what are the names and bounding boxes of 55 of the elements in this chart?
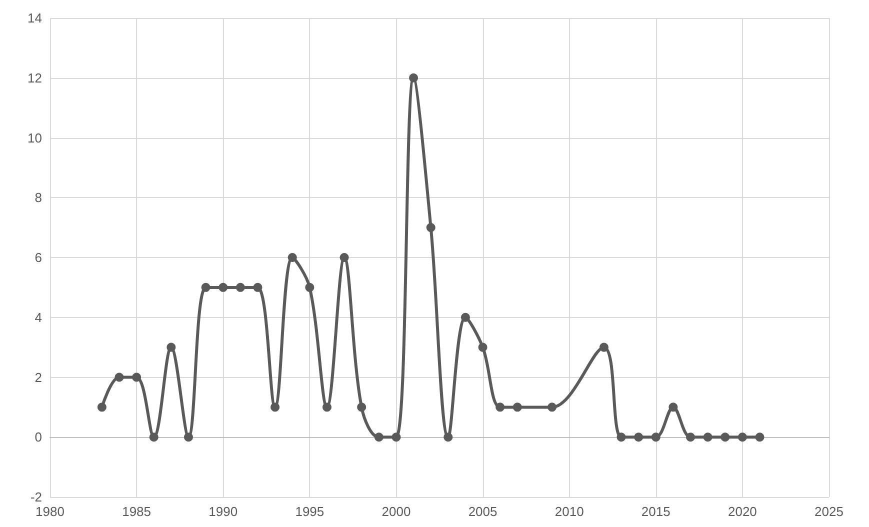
- point: [409, 73, 418, 82]
- x-tick-label: 1985: [122, 504, 152, 519]
- point: [634, 432, 644, 442]
- point: [512, 402, 522, 412]
- y-tick-label: 4: [34, 310, 42, 325]
- point: [444, 432, 453, 442]
- y-tick-label: 2: [34, 370, 42, 385]
- point: [288, 253, 297, 262]
- y-tick-label: 0: [34, 430, 42, 445]
- x-tick-label: 2000: [382, 504, 411, 519]
- x-tick-label: 2005: [468, 504, 498, 519]
- x-tick-label: 1995: [295, 504, 324, 519]
- point: [305, 282, 314, 292]
- point: [460, 312, 470, 322]
- point: [496, 402, 505, 412]
- point: [703, 432, 712, 442]
- x-tick-label: 2025: [814, 504, 844, 519]
- point: [149, 432, 158, 442]
- x-tick-label: 2015: [641, 504, 670, 519]
- point: [755, 432, 764, 442]
- point: [253, 282, 262, 292]
- y-tick-label: 12: [28, 70, 42, 86]
- y-tick-label: 14: [28, 10, 42, 26]
- point: [270, 402, 280, 412]
- y-tick-label: 10: [28, 130, 42, 146]
- point: [201, 282, 210, 292]
- x-tick-label: 1990: [208, 504, 238, 519]
- point: [374, 432, 384, 442]
- x-tick-label: 1980: [36, 504, 64, 519]
- y-tick-label: 8: [34, 190, 42, 206]
- point: [426, 223, 436, 232]
- y-tick-label: 6: [34, 250, 42, 265]
- point: [651, 432, 660, 442]
- point: [218, 282, 228, 292]
- point: [322, 402, 332, 412]
- point: [340, 253, 349, 262]
- point: [599, 342, 608, 352]
- x-tick-label: 2020: [728, 504, 757, 519]
- point: [738, 432, 747, 442]
- point: [686, 432, 696, 442]
- point: [97, 402, 106, 412]
- point: [166, 342, 176, 352]
- point: [132, 372, 142, 382]
- x-tick-label: 2010: [554, 504, 584, 519]
- y-tick-label: -2: [30, 490, 42, 504]
- point: [668, 402, 678, 412]
- point: [392, 432, 401, 442]
- point: [478, 342, 488, 352]
- point: [548, 402, 557, 412]
- point: [114, 372, 124, 382]
- point: [357, 402, 366, 412]
- point: [720, 432, 730, 442]
- point: [616, 432, 626, 442]
- point: [236, 282, 245, 292]
- point: [184, 432, 193, 442]
